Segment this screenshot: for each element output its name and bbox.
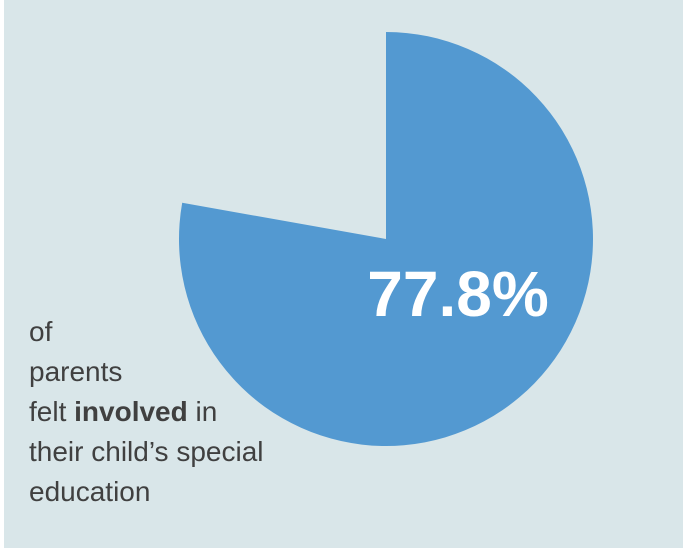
- caption-involved-emphasis: involved: [74, 396, 188, 427]
- pie-chart: 77.8%: [179, 32, 594, 447]
- chart-panel: 77.8% of parents felt involved in their …: [4, 0, 683, 548]
- caption-line-4: their child’s special: [29, 436, 264, 467]
- caption-line-5: education: [29, 476, 151, 507]
- caption-text: of parents felt involved in their child’…: [29, 312, 264, 512]
- caption-felt: felt: [29, 396, 75, 427]
- caption-line-2: parents: [29, 356, 123, 387]
- caption-line-3: felt involved in: [29, 392, 264, 432]
- percentage-data-label: 77.8%: [367, 258, 548, 330]
- caption-in: in: [187, 396, 218, 427]
- pie-slice-parents-involved: [179, 32, 594, 447]
- caption-line-1: of: [29, 316, 53, 347]
